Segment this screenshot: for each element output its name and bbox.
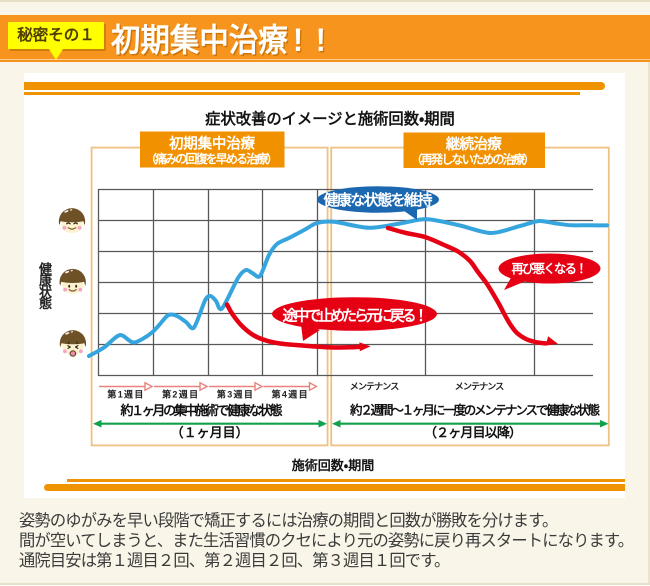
svg-text:健康な状態を維持: 健康な状態を維持 — [323, 191, 433, 209]
svg-text:（痛みの回復を早める治療）: （痛みの回復を早める治療） — [145, 151, 279, 166]
svg-text:メンテナンス: メンテナンス — [455, 382, 505, 392]
svg-text:（２ヶ月目以降）: （２ヶ月目以降） — [424, 425, 522, 440]
svg-text:再び悪くなる！: 再び悪くなる！ — [512, 261, 588, 276]
svg-text:第1週目: 第1週目 — [106, 389, 143, 400]
svg-text:メンテナンス: メンテナンス — [350, 382, 400, 392]
svg-text:第3週目: 第3週目 — [216, 389, 253, 400]
svg-text:（再発しないための治療）: （再発しないための治療） — [411, 152, 536, 167]
svg-text:第2週目: 第2週目 — [161, 389, 198, 400]
svg-text:康: 康 — [39, 273, 52, 288]
svg-text:第4週目: 第4週目 — [271, 389, 308, 400]
svg-text:約１ヶ月の集中施術で健康な状態: 約１ヶ月の集中施術で健康な状態 — [120, 403, 283, 418]
svg-text:態: 態 — [39, 296, 52, 311]
svg-text:途中で止めたら元に戻る！: 途中で止めたら元に戻る！ — [283, 306, 429, 324]
svg-text:約２週間〜１ヶ月に一度のメンテナンスで健康な状態: 約２週間〜１ヶ月に一度のメンテナンスで健康な状態 — [349, 403, 600, 418]
svg-text:（１ヶ月目）: （１ヶ月目） — [171, 425, 249, 440]
svg-text:初期集中治療: 初期集中治療 — [168, 135, 256, 153]
svg-text:状: 状 — [39, 285, 53, 300]
svg-text:継続治療: 継続治療 — [445, 135, 503, 153]
svg-text:健: 健 — [38, 262, 53, 277]
